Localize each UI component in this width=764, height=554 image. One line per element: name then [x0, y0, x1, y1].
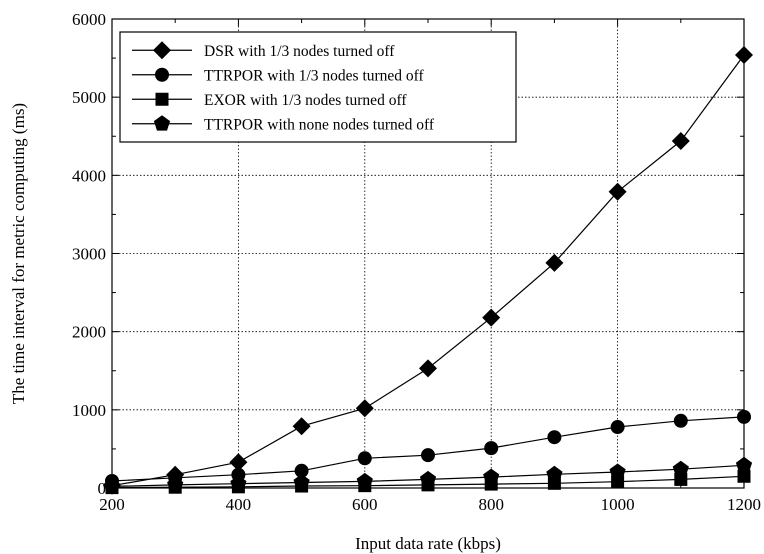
legend-entry: TTRPOR with 1/3 nodes turned off — [132, 67, 425, 84]
legend-marker — [155, 67, 169, 82]
legend-label: EXOR with 1/3 nodes turned off — [204, 92, 407, 109]
data-point — [356, 472, 373, 489]
y-tick-label: 6000 — [72, 10, 106, 29]
x-tick-label: 400 — [226, 495, 252, 514]
legend-entry: TTRPOR with none nodes turned off — [132, 115, 435, 133]
x-axis-label: Input data rate (kbps) — [355, 534, 501, 553]
legend-marker — [155, 92, 169, 106]
data-point — [671, 131, 690, 150]
x-tick-label: 600 — [352, 495, 378, 514]
y-tick-label: 1000 — [72, 401, 106, 420]
x-tick-label: 1000 — [601, 495, 635, 514]
x-tick-label: 200 — [99, 495, 125, 514]
legend-marker — [153, 41, 171, 60]
data-point — [293, 474, 310, 490]
legend-entry: DSR with 1/3 nodes turned off — [132, 41, 395, 60]
plot-frame — [111, 18, 745, 489]
data-point — [672, 460, 689, 477]
legend-label: DSR with 1/3 nodes turned off — [204, 43, 395, 60]
data-point — [673, 413, 688, 428]
data-point — [294, 463, 309, 478]
data-point — [357, 451, 372, 466]
data-point — [546, 465, 563, 482]
data-point — [419, 359, 437, 378]
series-4 — [103, 456, 753, 494]
data-point — [545, 253, 564, 272]
tick-labels: 0 1000 2000 3000 4000 5000 6000 200 400 600 800 100… — [72, 10, 761, 514]
legend-entry: EXOR with 1/3 nodes turned off — [132, 92, 407, 109]
x-tick-label: 800 — [478, 495, 504, 514]
data-point — [482, 308, 501, 327]
y-tick-label: 0 — [98, 479, 107, 498]
data-point — [292, 417, 311, 436]
data-point — [547, 430, 562, 445]
legend: DSR with 1/3 nodes turned off TTRPOR with… — [119, 31, 517, 143]
y-tick-label: 3000 — [72, 245, 106, 264]
data-point — [230, 475, 247, 491]
data-point — [609, 463, 626, 479]
x-tick-label: 1200 — [727, 495, 761, 514]
y-tick-label: 4000 — [72, 166, 106, 185]
y-axis-label: The time interval for metric computing (… — [9, 103, 28, 404]
data-point — [674, 472, 688, 486]
data-point — [608, 182, 627, 201]
data-point — [355, 399, 374, 418]
data-point — [483, 468, 500, 484]
y-tick-label: 5000 — [72, 88, 106, 107]
legend-marker — [153, 115, 171, 131]
legend-label: TTRPOR with none nodes turned off — [204, 116, 435, 133]
data-point — [421, 448, 435, 463]
data-point — [419, 470, 437, 487]
y-tick-label: 2000 — [72, 323, 106, 342]
data-point — [610, 420, 625, 435]
data-point — [484, 441, 499, 456]
legend-label: TTRPOR with 1/3 nodes turned off — [204, 67, 425, 84]
data-point — [229, 453, 248, 472]
